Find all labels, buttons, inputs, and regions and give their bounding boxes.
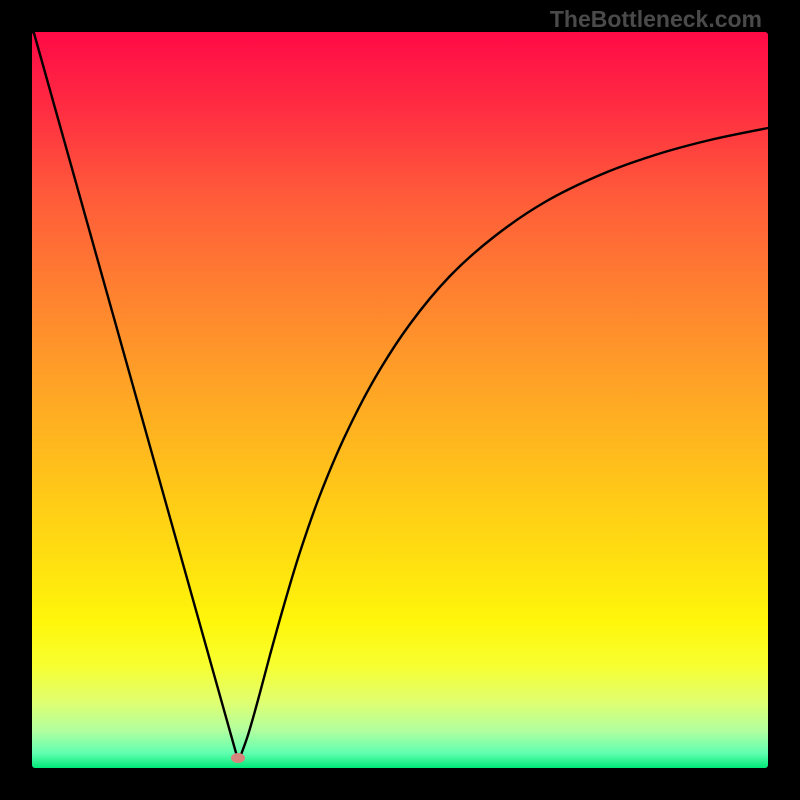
watermark-text: TheBottleneck.com <box>550 6 762 33</box>
chart-container: TheBottleneck.com <box>0 0 800 800</box>
gradient-background <box>32 32 768 768</box>
